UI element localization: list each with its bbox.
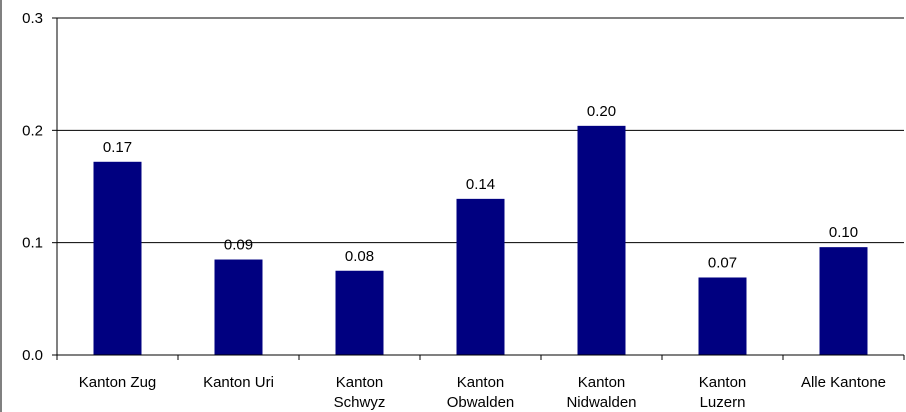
x-tick-label: Kanton Nidwalden bbox=[566, 374, 636, 411]
y-tick-label: 0.3 bbox=[22, 10, 43, 27]
x-tick-label: Alle Kantone bbox=[801, 374, 886, 391]
data-label: 0.09 bbox=[224, 237, 253, 254]
bar bbox=[335, 270, 384, 355]
x-tick-label: Kanton Schwyz bbox=[334, 374, 386, 411]
data-label: 0.07 bbox=[708, 254, 737, 271]
data-label: 0.14 bbox=[466, 176, 495, 193]
x-tick-label: Kanton Zug bbox=[79, 374, 157, 391]
data-label: 0.20 bbox=[587, 103, 616, 120]
data-labels: 0.17 0.09 0.08 0.14 0.20 0.07 0.10 bbox=[103, 103, 858, 272]
bar bbox=[456, 198, 505, 355]
x-tick-label: Kanton Obwalden bbox=[447, 374, 515, 411]
data-label: 0.08 bbox=[345, 248, 374, 265]
x-tick-labels: Kanton Zug Kanton Uri Kanton Schwyz Kanton Ob… bbox=[79, 374, 886, 411]
y-tick-label: 0.1 bbox=[22, 235, 43, 252]
y-tick-label: 0.2 bbox=[22, 122, 43, 139]
y-tick-labels: 0.0 0.1 0.2 0.3 bbox=[22, 10, 43, 364]
data-label: 0.17 bbox=[103, 139, 132, 156]
bars bbox=[93, 125, 868, 355]
data-label: 0.10 bbox=[829, 224, 858, 241]
bar bbox=[577, 125, 626, 355]
bar bbox=[214, 259, 263, 355]
bar bbox=[698, 277, 747, 355]
x-tick-label: Kanton Luzern bbox=[699, 374, 747, 411]
x-tick-label: Kanton Uri bbox=[203, 374, 274, 391]
bar bbox=[819, 247, 868, 355]
y-tick-label: 0.0 bbox=[22, 347, 43, 364]
bar bbox=[93, 161, 142, 355]
